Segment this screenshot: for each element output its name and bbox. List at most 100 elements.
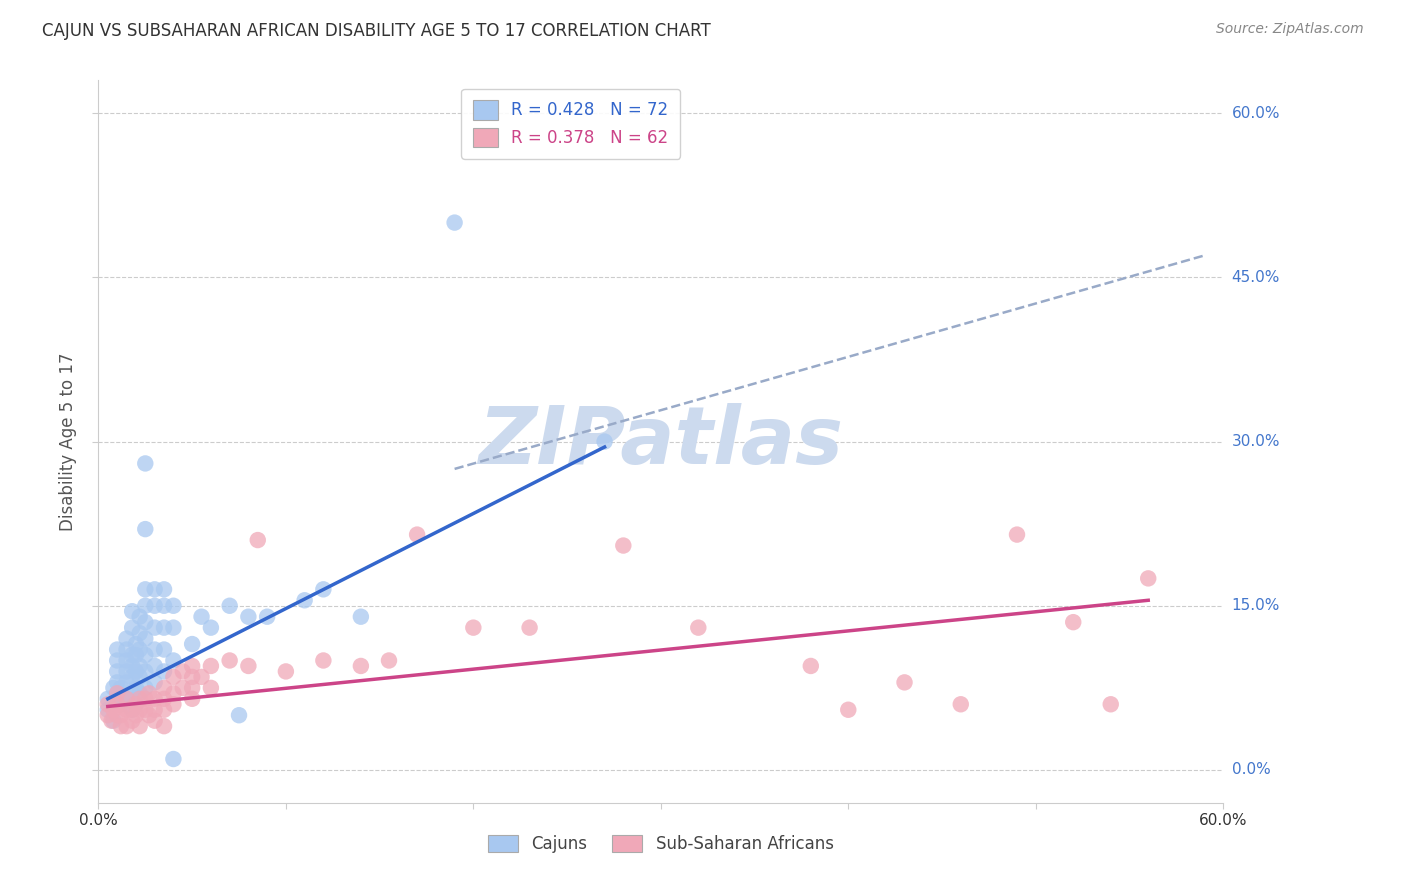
- Point: [143, 714, 166, 728]
- Point: [125, 708, 148, 723]
- Point: [519, 621, 541, 635]
- Point: [181, 637, 204, 651]
- Point: [125, 665, 148, 679]
- Y-axis label: Disability Age 5 to 17: Disability Age 5 to 17: [59, 352, 77, 531]
- Point: [949, 698, 972, 712]
- Text: 15.0%: 15.0%: [1232, 599, 1279, 613]
- Point: [190, 670, 212, 684]
- Point: [110, 719, 132, 733]
- Point: [162, 752, 184, 766]
- Point: [463, 621, 485, 635]
- Point: [134, 691, 156, 706]
- Point: [153, 642, 176, 657]
- Point: [181, 691, 204, 706]
- Point: [246, 533, 269, 547]
- Point: [143, 675, 166, 690]
- Point: [837, 703, 859, 717]
- Point: [153, 719, 176, 733]
- Point: [1062, 615, 1084, 630]
- Point: [143, 621, 166, 635]
- Point: [143, 642, 166, 657]
- Point: [162, 698, 184, 712]
- Point: [218, 599, 240, 613]
- Point: [1005, 527, 1028, 541]
- Point: [190, 609, 212, 624]
- Point: [1137, 571, 1160, 585]
- Point: [200, 659, 222, 673]
- Point: [110, 681, 132, 695]
- Point: [121, 703, 143, 717]
- Text: 45.0%: 45.0%: [1232, 270, 1279, 285]
- Point: [121, 648, 143, 662]
- Point: [128, 686, 150, 700]
- Point: [115, 675, 138, 690]
- Point: [800, 659, 823, 673]
- Point: [172, 681, 194, 695]
- Point: [115, 653, 138, 667]
- Point: [172, 665, 194, 679]
- Point: [125, 681, 148, 695]
- Point: [128, 691, 150, 706]
- Point: [128, 609, 150, 624]
- Point: [378, 653, 401, 667]
- Point: [350, 609, 373, 624]
- Point: [125, 698, 148, 712]
- Point: [200, 621, 222, 635]
- Point: [134, 582, 156, 597]
- Point: [688, 621, 710, 635]
- Point: [115, 632, 138, 646]
- Point: [153, 681, 176, 695]
- Point: [162, 653, 184, 667]
- Point: [256, 609, 278, 624]
- Point: [153, 703, 176, 717]
- Point: [312, 582, 335, 597]
- Point: [103, 703, 125, 717]
- Point: [105, 642, 128, 657]
- Point: [97, 708, 120, 723]
- Text: CAJUN VS SUBSAHARAN AFRICAN DISABILITY AGE 5 TO 17 CORRELATION CHART: CAJUN VS SUBSAHARAN AFRICAN DISABILITY A…: [42, 22, 711, 40]
- Point: [128, 626, 150, 640]
- Point: [121, 604, 143, 618]
- Point: [100, 714, 122, 728]
- Point: [115, 691, 138, 706]
- Point: [312, 653, 335, 667]
- Point: [105, 686, 128, 700]
- Legend: Cajuns, Sub-Saharan Africans: Cajuns, Sub-Saharan Africans: [481, 828, 841, 860]
- Point: [443, 216, 465, 230]
- Point: [97, 703, 120, 717]
- Point: [181, 670, 204, 684]
- Point: [406, 527, 429, 541]
- Point: [105, 698, 128, 712]
- Point: [97, 698, 120, 712]
- Point: [128, 670, 150, 684]
- Point: [121, 670, 143, 684]
- Point: [612, 539, 634, 553]
- Point: [103, 681, 125, 695]
- Point: [105, 698, 128, 712]
- Point: [134, 632, 156, 646]
- Point: [162, 686, 184, 700]
- Point: [200, 681, 222, 695]
- Point: [115, 665, 138, 679]
- Point: [143, 599, 166, 613]
- Point: [350, 659, 373, 673]
- Point: [143, 691, 166, 706]
- Point: [128, 703, 150, 717]
- Point: [162, 621, 184, 635]
- Point: [134, 615, 156, 630]
- Point: [134, 665, 156, 679]
- Point: [153, 691, 176, 706]
- Text: 0.0%: 0.0%: [1232, 763, 1270, 778]
- Point: [125, 637, 148, 651]
- Point: [134, 599, 156, 613]
- Point: [115, 719, 138, 733]
- Point: [128, 719, 150, 733]
- Point: [125, 698, 148, 712]
- Point: [110, 698, 132, 712]
- Point: [153, 599, 176, 613]
- Point: [134, 703, 156, 717]
- Point: [121, 621, 143, 635]
- Point: [121, 686, 143, 700]
- Point: [143, 703, 166, 717]
- Point: [143, 582, 166, 597]
